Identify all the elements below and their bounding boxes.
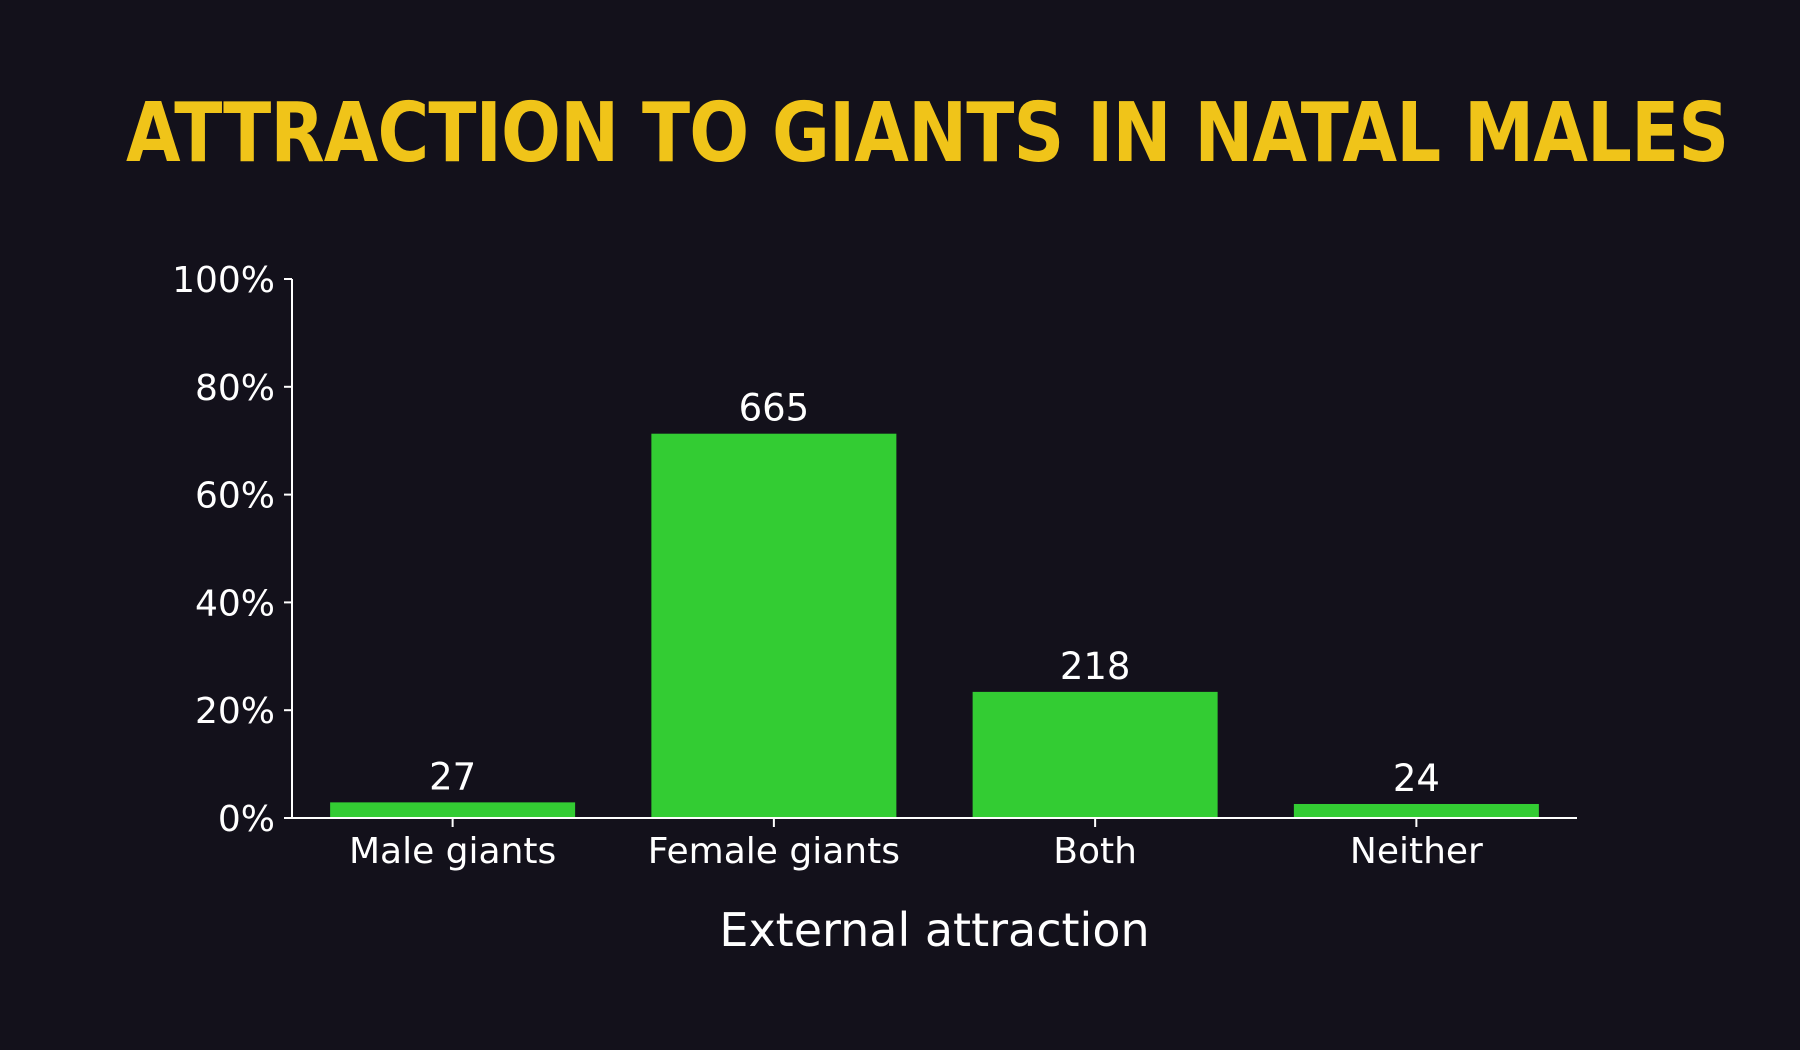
y-tick-label: 0%	[218, 799, 275, 840]
y-tick-label: 60%	[195, 476, 275, 517]
value-labels: 27 665 218 24	[429, 387, 1440, 800]
x-tick-label: Male giants	[349, 831, 556, 872]
bar	[330, 802, 576, 818]
bar	[651, 433, 897, 818]
y-tick-label: 100%	[172, 260, 275, 301]
y-tick-label: 80%	[195, 368, 275, 409]
bar-value-label: 665	[739, 387, 810, 430]
x-tick-label: Female giants	[648, 831, 900, 872]
x-tick-label: Neither	[1350, 831, 1483, 872]
x-tick-label: Both	[1053, 831, 1137, 872]
y-tick-label: 40%	[195, 583, 275, 624]
y-axis-ticks: 0% 20% 40% 60% 80% 100%	[172, 260, 292, 840]
bar-value-label: 24	[1393, 757, 1440, 800]
bar	[972, 691, 1218, 818]
bars	[330, 433, 1539, 818]
bar-value-label: 218	[1060, 645, 1131, 688]
bar-value-label: 27	[429, 755, 476, 798]
bar	[1293, 803, 1539, 818]
chart-title: ATTRACTION TO GIANTS IN NATAL MALES	[126, 86, 1729, 181]
y-tick-label: 20%	[195, 691, 275, 732]
x-axis-ticks: Male giants Female giants Both Neither	[349, 818, 1483, 872]
x-axis-title: External attraction	[719, 903, 1149, 957]
